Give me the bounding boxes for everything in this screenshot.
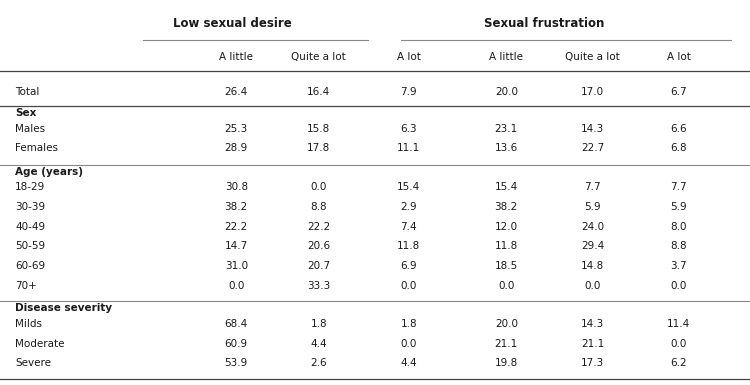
Text: 38.2: 38.2 [495, 202, 517, 212]
Text: 20.0: 20.0 [495, 87, 517, 97]
Text: 33.3: 33.3 [308, 281, 330, 291]
Text: 31.0: 31.0 [225, 261, 248, 271]
Text: 11.4: 11.4 [668, 319, 690, 329]
Text: 0.0: 0.0 [228, 281, 244, 291]
Text: 11.8: 11.8 [398, 241, 421, 251]
Text: 0.0: 0.0 [400, 281, 417, 291]
Text: 5.9: 5.9 [584, 202, 601, 212]
Text: 15.4: 15.4 [398, 182, 421, 192]
Text: Quite a lot: Quite a lot [566, 52, 620, 62]
Text: A lot: A lot [397, 52, 421, 62]
Text: Quite a lot: Quite a lot [291, 52, 346, 62]
Text: Milds: Milds [15, 319, 42, 329]
Text: Severe: Severe [15, 358, 51, 368]
Text: 21.1: 21.1 [580, 338, 604, 348]
Text: 40-49: 40-49 [15, 222, 45, 232]
Text: 7.7: 7.7 [584, 182, 601, 192]
Text: 29.4: 29.4 [580, 241, 604, 251]
Text: 0.0: 0.0 [584, 281, 601, 291]
Text: 11.8: 11.8 [495, 241, 517, 251]
Text: 6.2: 6.2 [670, 358, 687, 368]
Text: 17.0: 17.0 [581, 87, 604, 97]
Text: 6.3: 6.3 [400, 124, 417, 134]
Text: 0.0: 0.0 [670, 281, 687, 291]
Text: 53.9: 53.9 [225, 358, 248, 368]
Text: 26.4: 26.4 [225, 87, 248, 97]
Text: 15.4: 15.4 [495, 182, 517, 192]
Text: 14.3: 14.3 [580, 319, 604, 329]
Text: 7.4: 7.4 [400, 222, 417, 232]
Text: 30.8: 30.8 [225, 182, 248, 192]
Text: 19.8: 19.8 [495, 358, 517, 368]
Text: Moderate: Moderate [15, 338, 64, 348]
Text: A little: A little [219, 52, 254, 62]
Text: 7.9: 7.9 [400, 87, 417, 97]
Text: 38.2: 38.2 [225, 202, 248, 212]
Text: Sex: Sex [15, 108, 36, 118]
Text: Low sexual desire: Low sexual desire [173, 17, 292, 30]
Text: 24.0: 24.0 [581, 222, 604, 232]
Text: 7.7: 7.7 [670, 182, 687, 192]
Text: 60.9: 60.9 [225, 338, 248, 348]
Text: 6.7: 6.7 [670, 87, 687, 97]
Text: 20.0: 20.0 [495, 319, 517, 329]
Text: 14.3: 14.3 [580, 124, 604, 134]
Text: Males: Males [15, 124, 45, 134]
Text: 6.6: 6.6 [670, 124, 687, 134]
Text: 20.7: 20.7 [308, 261, 330, 271]
Text: 2.9: 2.9 [400, 202, 417, 212]
Text: 11.1: 11.1 [398, 143, 421, 153]
Text: A lot: A lot [667, 52, 691, 62]
Text: Age (years): Age (years) [15, 167, 83, 177]
Text: 28.9: 28.9 [225, 143, 248, 153]
Text: 20.6: 20.6 [308, 241, 330, 251]
Text: 4.4: 4.4 [310, 338, 327, 348]
Text: 22.2: 22.2 [308, 222, 330, 232]
Text: 8.8: 8.8 [310, 202, 327, 212]
Text: 14.8: 14.8 [580, 261, 604, 271]
Text: 8.8: 8.8 [670, 241, 687, 251]
Text: 2.6: 2.6 [310, 358, 327, 368]
Text: 5.9: 5.9 [670, 202, 687, 212]
Text: 30-39: 30-39 [15, 202, 45, 212]
Text: 23.1: 23.1 [495, 124, 517, 134]
Text: 0.0: 0.0 [400, 338, 417, 348]
Text: 70+: 70+ [15, 281, 37, 291]
Text: 0.0: 0.0 [310, 182, 327, 192]
Text: Females: Females [15, 143, 58, 153]
Text: 1.8: 1.8 [310, 319, 327, 329]
Text: Sexual frustration: Sexual frustration [484, 17, 604, 30]
Text: 8.0: 8.0 [670, 222, 687, 232]
Text: 0.0: 0.0 [498, 281, 514, 291]
Text: 68.4: 68.4 [225, 319, 248, 329]
Text: 13.6: 13.6 [495, 143, 517, 153]
Text: 21.1: 21.1 [495, 338, 517, 348]
Text: 16.4: 16.4 [308, 87, 330, 97]
Text: 18-29: 18-29 [15, 182, 45, 192]
Text: A little: A little [489, 52, 524, 62]
Text: 0.0: 0.0 [670, 338, 687, 348]
Text: 22.7: 22.7 [580, 143, 604, 153]
Text: 4.4: 4.4 [400, 358, 417, 368]
Text: 6.9: 6.9 [400, 261, 417, 271]
Text: Total: Total [15, 87, 39, 97]
Text: 22.2: 22.2 [225, 222, 248, 232]
Text: 3.7: 3.7 [670, 261, 687, 271]
Text: Disease severity: Disease severity [15, 303, 112, 313]
Text: 60-69: 60-69 [15, 261, 45, 271]
Text: 6.8: 6.8 [670, 143, 687, 153]
Text: 15.8: 15.8 [308, 124, 330, 134]
Text: 17.3: 17.3 [580, 358, 604, 368]
Text: 14.7: 14.7 [225, 241, 248, 251]
Text: 18.5: 18.5 [495, 261, 517, 271]
Text: 12.0: 12.0 [495, 222, 517, 232]
Text: 25.3: 25.3 [225, 124, 248, 134]
Text: 1.8: 1.8 [400, 319, 417, 329]
Text: 17.8: 17.8 [308, 143, 330, 153]
Text: 50-59: 50-59 [15, 241, 45, 251]
